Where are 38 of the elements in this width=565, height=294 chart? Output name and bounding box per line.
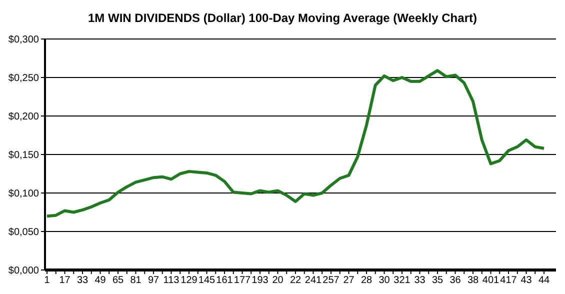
x-tick-label: 27 <box>343 275 355 286</box>
x-tick-label: 17 <box>59 275 71 286</box>
x-tick-label: 161 <box>216 275 234 286</box>
x-tick-label: 257 <box>322 275 340 286</box>
x-tick-label: 49 <box>94 275 106 286</box>
x-tick-label: 20 <box>272 275 284 286</box>
x-tick-label: 28 <box>360 275 372 286</box>
chart-title: 1M WIN DIVIDENDS (Dollar) 100-Day Moving Average (Weekly Chart) <box>87 11 478 25</box>
y-tick-label: $0,250 <box>8 73 40 84</box>
x-tick-label: 38 <box>467 275 479 286</box>
x-tick-label: 193 <box>252 275 269 286</box>
x-tick-label: 22 <box>290 275 302 286</box>
x-tick-label: 145 <box>198 275 216 286</box>
x-tick-label: 321 <box>394 275 411 286</box>
x-tick-label: 33 <box>414 275 426 286</box>
x-tick-label: 43 <box>520 275 532 286</box>
x-tick-label: 113 <box>163 275 180 286</box>
x-tick-label: 30 <box>378 275 390 286</box>
y-tick-label: $0,050 <box>8 227 40 238</box>
y-tick-label: $0,150 <box>8 150 40 162</box>
x-tick-label: 81 <box>130 275 142 286</box>
x-tick-label: 33 <box>76 275 88 286</box>
x-tick-label: 65 <box>112 275 124 286</box>
x-tick-label: 36 <box>450 275 462 286</box>
x-tick-label: 177 <box>234 275 252 286</box>
x-tick-label: 241 <box>304 275 322 286</box>
x-tick-label: 401 <box>482 275 500 286</box>
x-tick-label: 44 <box>538 275 550 286</box>
y-tick-label: $0,200 <box>8 112 40 123</box>
x-tick-label: 417 <box>500 275 518 286</box>
x-tick-label: 97 <box>148 275 160 286</box>
x-tick-label: 35 <box>432 275 444 286</box>
x-tick-label: 129 <box>180 275 198 286</box>
y-tick-label: $0,100 <box>8 188 40 200</box>
y-tick-label: $0,300 <box>8 34 40 46</box>
x-tick-label: 1 <box>44 275 50 286</box>
line-series <box>46 69 546 218</box>
y-tick-label: $0,000 <box>8 266 40 277</box>
